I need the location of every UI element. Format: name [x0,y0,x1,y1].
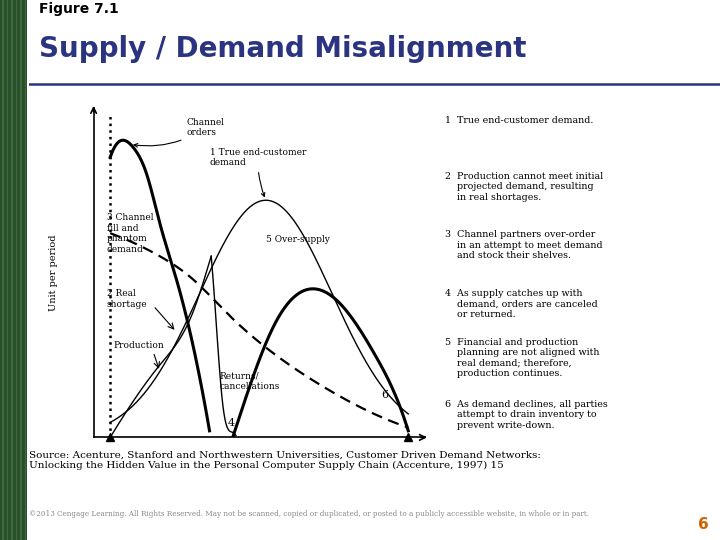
Text: ©2013 Cengage Learning. All Rights Reserved. May not be scanned, copied or dupli: ©2013 Cengage Learning. All Rights Reser… [29,510,589,518]
Text: 1  True end-customer demand.: 1 True end-customer demand. [445,117,593,125]
Text: Supply / Demand Misalignment: Supply / Demand Misalignment [39,35,526,63]
Text: 4: 4 [228,418,235,428]
Text: 6: 6 [382,390,389,400]
Text: 4  As supply catches up with
    demand, orders are canceled
    or returned.: 4 As supply catches up with demand, orde… [445,289,598,319]
Text: Figure 7.1: Figure 7.1 [39,2,119,16]
Text: 6  As demand declines, all parties
    attempt to drain inventory to
    prevent: 6 As demand declines, all parties attemp… [445,400,608,430]
Text: 2 Real
shortage: 2 Real shortage [107,289,148,308]
Text: 1 True end-customer
demand: 1 True end-customer demand [210,148,306,197]
Text: 5  Financial and production
    planning are not aligned with
    real demand; t: 5 Financial and production planning are … [445,338,599,378]
Text: Launch
date: Launch date [92,467,128,487]
Text: 5 Over-supply: 5 Over-supply [266,235,330,244]
Text: Unit per period: Unit per period [50,234,58,311]
Text: End of
life: End of life [392,467,424,487]
Text: Channel
orders: Channel orders [134,118,225,147]
Text: 6: 6 [698,517,709,532]
Text: Production: Production [114,341,164,350]
Text: Source: Acenture, Stanford and Northwestern Universities, Customer Driven Demand: Source: Acenture, Stanford and Northwest… [29,451,541,470]
Text: 3  Channel partners over-order
    in an attempt to meet demand
    and stock th: 3 Channel partners over-order in an atte… [445,231,603,260]
Text: 3 Channel
fill and
phantom
demand: 3 Channel fill and phantom demand [107,213,153,254]
Text: 2  Production cannot meet initial
    projected demand, resulting
    in real sh: 2 Production cannot meet initial project… [445,172,603,201]
Text: Returns/
cancellations: Returns/ cancellations [220,372,280,391]
